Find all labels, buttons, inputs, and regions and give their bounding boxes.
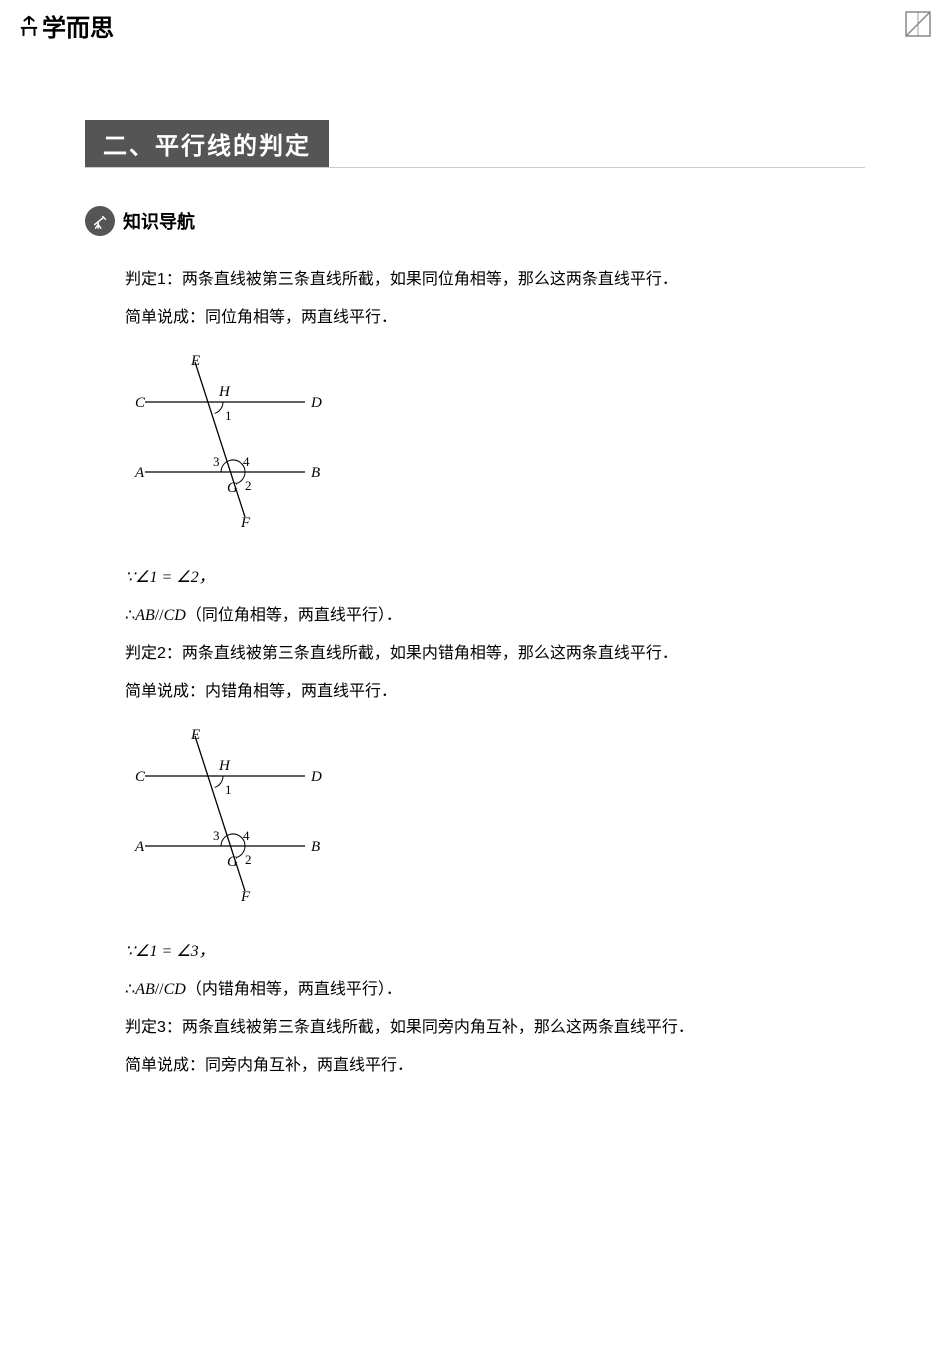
svg-text:3: 3 (213, 454, 220, 469)
svg-text:G: G (227, 854, 238, 870)
brand-logo: 学而思 (18, 8, 114, 43)
svg-text:F: F (240, 515, 251, 531)
math-cd: CD (164, 607, 186, 624)
svg-text:H: H (218, 758, 231, 774)
svg-text:3: 3 (213, 828, 220, 843)
svg-text:1: 1 (225, 408, 232, 423)
theorem2-line2: 简单说成：内错角相等，两直线平行． (125, 676, 865, 708)
page-content: 二、平行线的判定 知识导航 判定1：两条直线被第三条直线所截，如果同位角相等，那… (0, 50, 950, 1082)
svg-text:2: 2 (245, 852, 252, 867)
svg-text:G: G (227, 480, 238, 496)
svg-text:A: A (134, 465, 145, 481)
svg-text:H: H (218, 384, 231, 400)
math-reason: （内错角相等，两直线平行）． (186, 981, 402, 998)
math-ab: AB (135, 981, 155, 998)
math-parallel: // (155, 981, 164, 998)
svg-text:E: E (190, 727, 200, 743)
math-parallel: // (155, 607, 164, 624)
math-text: ∵∠1 = ∠3， (125, 943, 215, 960)
svg-text:2: 2 (245, 478, 252, 493)
svg-text:1: 1 (225, 782, 232, 797)
figure-2: C D A B E F H G 1 2 3 4 (125, 726, 865, 918)
theorem1-line1: 判定1：两条直线被第三条直线所截，如果同位角相等，那么这两条直线平行． (125, 264, 865, 296)
svg-text:4: 4 (243, 828, 250, 843)
logo-icon (18, 15, 40, 37)
theorem2-math2: ∴AB//CD（内错角相等，两直线平行）． (125, 974, 865, 1006)
theorem3-line1: 判定3：两条直线被第三条直线所截，如果同旁内角互补，那么这两条直线平行． (125, 1012, 865, 1044)
svg-text:B: B (311, 465, 320, 481)
svg-text:D: D (310, 395, 322, 411)
svg-text:A: A (134, 839, 145, 855)
section-title-bar: 二、平行线的判定 (85, 120, 865, 168)
theorem1-math2: ∴AB//CD（同位角相等，两直线平行）． (125, 600, 865, 632)
section-title: 二、平行线的判定 (85, 120, 329, 167)
body-text: 判定1：两条直线被第三条直线所截，如果同位角相等，那么这两条直线平行． 简单说成… (85, 264, 865, 1082)
telescope-icon (85, 206, 115, 236)
theorem3-line2: 简单说成：同旁内角互补，两直线平行． (125, 1050, 865, 1082)
theorem1-math1: ∵∠1 = ∠2， (125, 562, 865, 594)
page-corner-icon (904, 10, 932, 38)
svg-text:C: C (135, 769, 146, 785)
math-ab: AB (135, 607, 155, 624)
therefore-symbol: ∴ (125, 607, 135, 624)
math-text: ∵∠1 = ∠2， (125, 569, 215, 586)
svg-text:D: D (310, 769, 322, 785)
figure-1: C D A B E F H G 1 2 3 4 (125, 352, 865, 544)
logo-text: 学而思 (42, 8, 114, 43)
svg-text:B: B (311, 839, 320, 855)
svg-text:F: F (240, 889, 251, 905)
svg-text:E: E (190, 353, 200, 369)
sub-heading-text: 知识导航 (123, 208, 195, 234)
therefore-symbol: ∴ (125, 981, 135, 998)
theorem2-math1: ∵∠1 = ∠3， (125, 936, 865, 968)
theorem1-line2: 简单说成：同位角相等，两直线平行． (125, 302, 865, 334)
svg-text:4: 4 (243, 454, 250, 469)
theorem2-line1: 判定2：两条直线被第三条直线所截，如果内错角相等，那么这两条直线平行． (125, 638, 865, 670)
math-cd: CD (164, 981, 186, 998)
sub-heading: 知识导航 (85, 206, 865, 236)
page-header: 学而思 (0, 0, 950, 50)
math-reason: （同位角相等，两直线平行）． (186, 607, 402, 624)
svg-text:C: C (135, 395, 146, 411)
